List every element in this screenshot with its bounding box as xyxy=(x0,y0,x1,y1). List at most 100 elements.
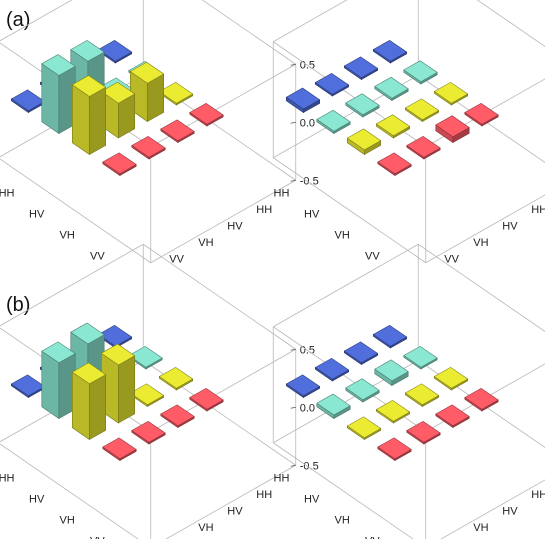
row-tick-label: HV xyxy=(502,221,518,233)
z-tick-label: 0.0 xyxy=(300,117,315,129)
bar-top xyxy=(377,437,412,460)
bar-top xyxy=(97,324,133,347)
bar-VV-HV xyxy=(403,345,438,370)
bar-top xyxy=(404,383,440,406)
bar-top xyxy=(41,54,76,76)
bar-top xyxy=(128,345,163,368)
bar-top xyxy=(102,437,137,460)
bar-top xyxy=(372,324,408,347)
bar-HH-HV xyxy=(41,341,76,420)
bar-top xyxy=(406,420,441,443)
frame-edge xyxy=(440,479,545,539)
bar-HH-VH xyxy=(346,128,382,156)
bar-top xyxy=(346,128,382,151)
bar-VV-VH xyxy=(158,81,194,106)
col-tick-label: HH xyxy=(0,472,14,484)
row-tick-label: HH xyxy=(256,489,272,501)
frame-edge xyxy=(273,442,414,539)
frame-edge xyxy=(0,158,151,264)
z-tick xyxy=(290,121,296,124)
bar-HV-HV xyxy=(345,93,380,118)
bar-HH-HH xyxy=(285,87,321,114)
col-tick-label: VH xyxy=(60,229,75,241)
bar-face xyxy=(118,355,135,424)
bar-HV-HH xyxy=(314,357,350,382)
bar-top xyxy=(316,393,351,416)
bar-VH-VV xyxy=(435,115,470,144)
bar-VH-VH xyxy=(129,383,165,408)
col-tick-label: HH xyxy=(274,472,290,484)
frame-edge xyxy=(0,243,144,327)
col-tick-label: HV xyxy=(29,208,45,220)
bar-VV-HV xyxy=(403,60,438,85)
bar-top xyxy=(435,115,470,138)
row-tick-label: VH xyxy=(198,237,213,249)
bar-top xyxy=(100,343,136,366)
frame-edge xyxy=(165,464,296,539)
frame-edge xyxy=(425,194,545,264)
bar-VV-HH xyxy=(372,39,408,64)
z-tick xyxy=(290,348,296,351)
col-tick-label: HH xyxy=(274,187,290,199)
bar-VH-HH xyxy=(343,341,379,366)
row-tick-label: HV xyxy=(502,506,518,518)
row-tick-label: HV xyxy=(227,506,243,518)
bar-top xyxy=(433,366,469,389)
bar-top xyxy=(189,387,224,410)
bar-top xyxy=(433,81,469,104)
bar-VH-VH xyxy=(404,98,440,123)
col-tick-label: HV xyxy=(29,493,45,505)
bar-top xyxy=(131,135,166,158)
row-tick-label: VV xyxy=(169,254,184,266)
bar-top xyxy=(464,387,499,410)
bar-top xyxy=(71,362,107,385)
panel-label-a: (a) xyxy=(6,9,30,31)
bar-face xyxy=(72,84,90,156)
bar-top xyxy=(10,89,46,112)
bar-VV-VV xyxy=(189,102,224,127)
bar-HH-HH xyxy=(10,89,46,114)
bar-top xyxy=(375,399,411,422)
frame-edge xyxy=(476,0,545,48)
row-tick-label: VH xyxy=(198,522,213,534)
bar-top xyxy=(464,102,499,125)
bar-top xyxy=(343,341,379,364)
z-tick-label: 0.0 xyxy=(300,402,315,414)
bar-VH-VH xyxy=(129,61,165,123)
bar-VH-HV xyxy=(374,359,409,387)
bar-top xyxy=(374,359,409,382)
bar-HH-HH xyxy=(285,374,321,399)
bar-top xyxy=(404,98,440,121)
bar-top xyxy=(314,357,350,380)
bar-VV-VV xyxy=(464,387,499,412)
bar-top xyxy=(158,81,194,104)
col-tick-label: VH xyxy=(60,514,75,526)
panel-label-b: (b) xyxy=(6,294,30,316)
z-tick xyxy=(290,464,296,467)
bar-HH-VV xyxy=(377,152,412,177)
bar-VV-VH xyxy=(433,366,469,391)
bar-top xyxy=(345,378,380,401)
bar-HH-VV xyxy=(377,437,412,462)
bar-top xyxy=(97,39,133,62)
bar-top xyxy=(102,152,137,175)
bar-VH-VH xyxy=(404,383,440,408)
z-tick xyxy=(290,179,296,182)
bar-HV-VV xyxy=(406,135,441,160)
bar-HH-VV xyxy=(102,437,137,462)
bar-HV-HV xyxy=(345,378,380,403)
bar-top xyxy=(158,366,194,389)
bar-top xyxy=(285,87,321,110)
frame-edge xyxy=(273,243,419,328)
bar-top xyxy=(343,56,379,79)
bar-HH-VH xyxy=(346,416,382,441)
frame-edge xyxy=(273,0,348,43)
bar-VV-VV xyxy=(189,387,224,412)
bar-top xyxy=(70,39,105,62)
col-tick-label: HV xyxy=(304,208,320,220)
bar-VH-HV xyxy=(374,76,409,102)
